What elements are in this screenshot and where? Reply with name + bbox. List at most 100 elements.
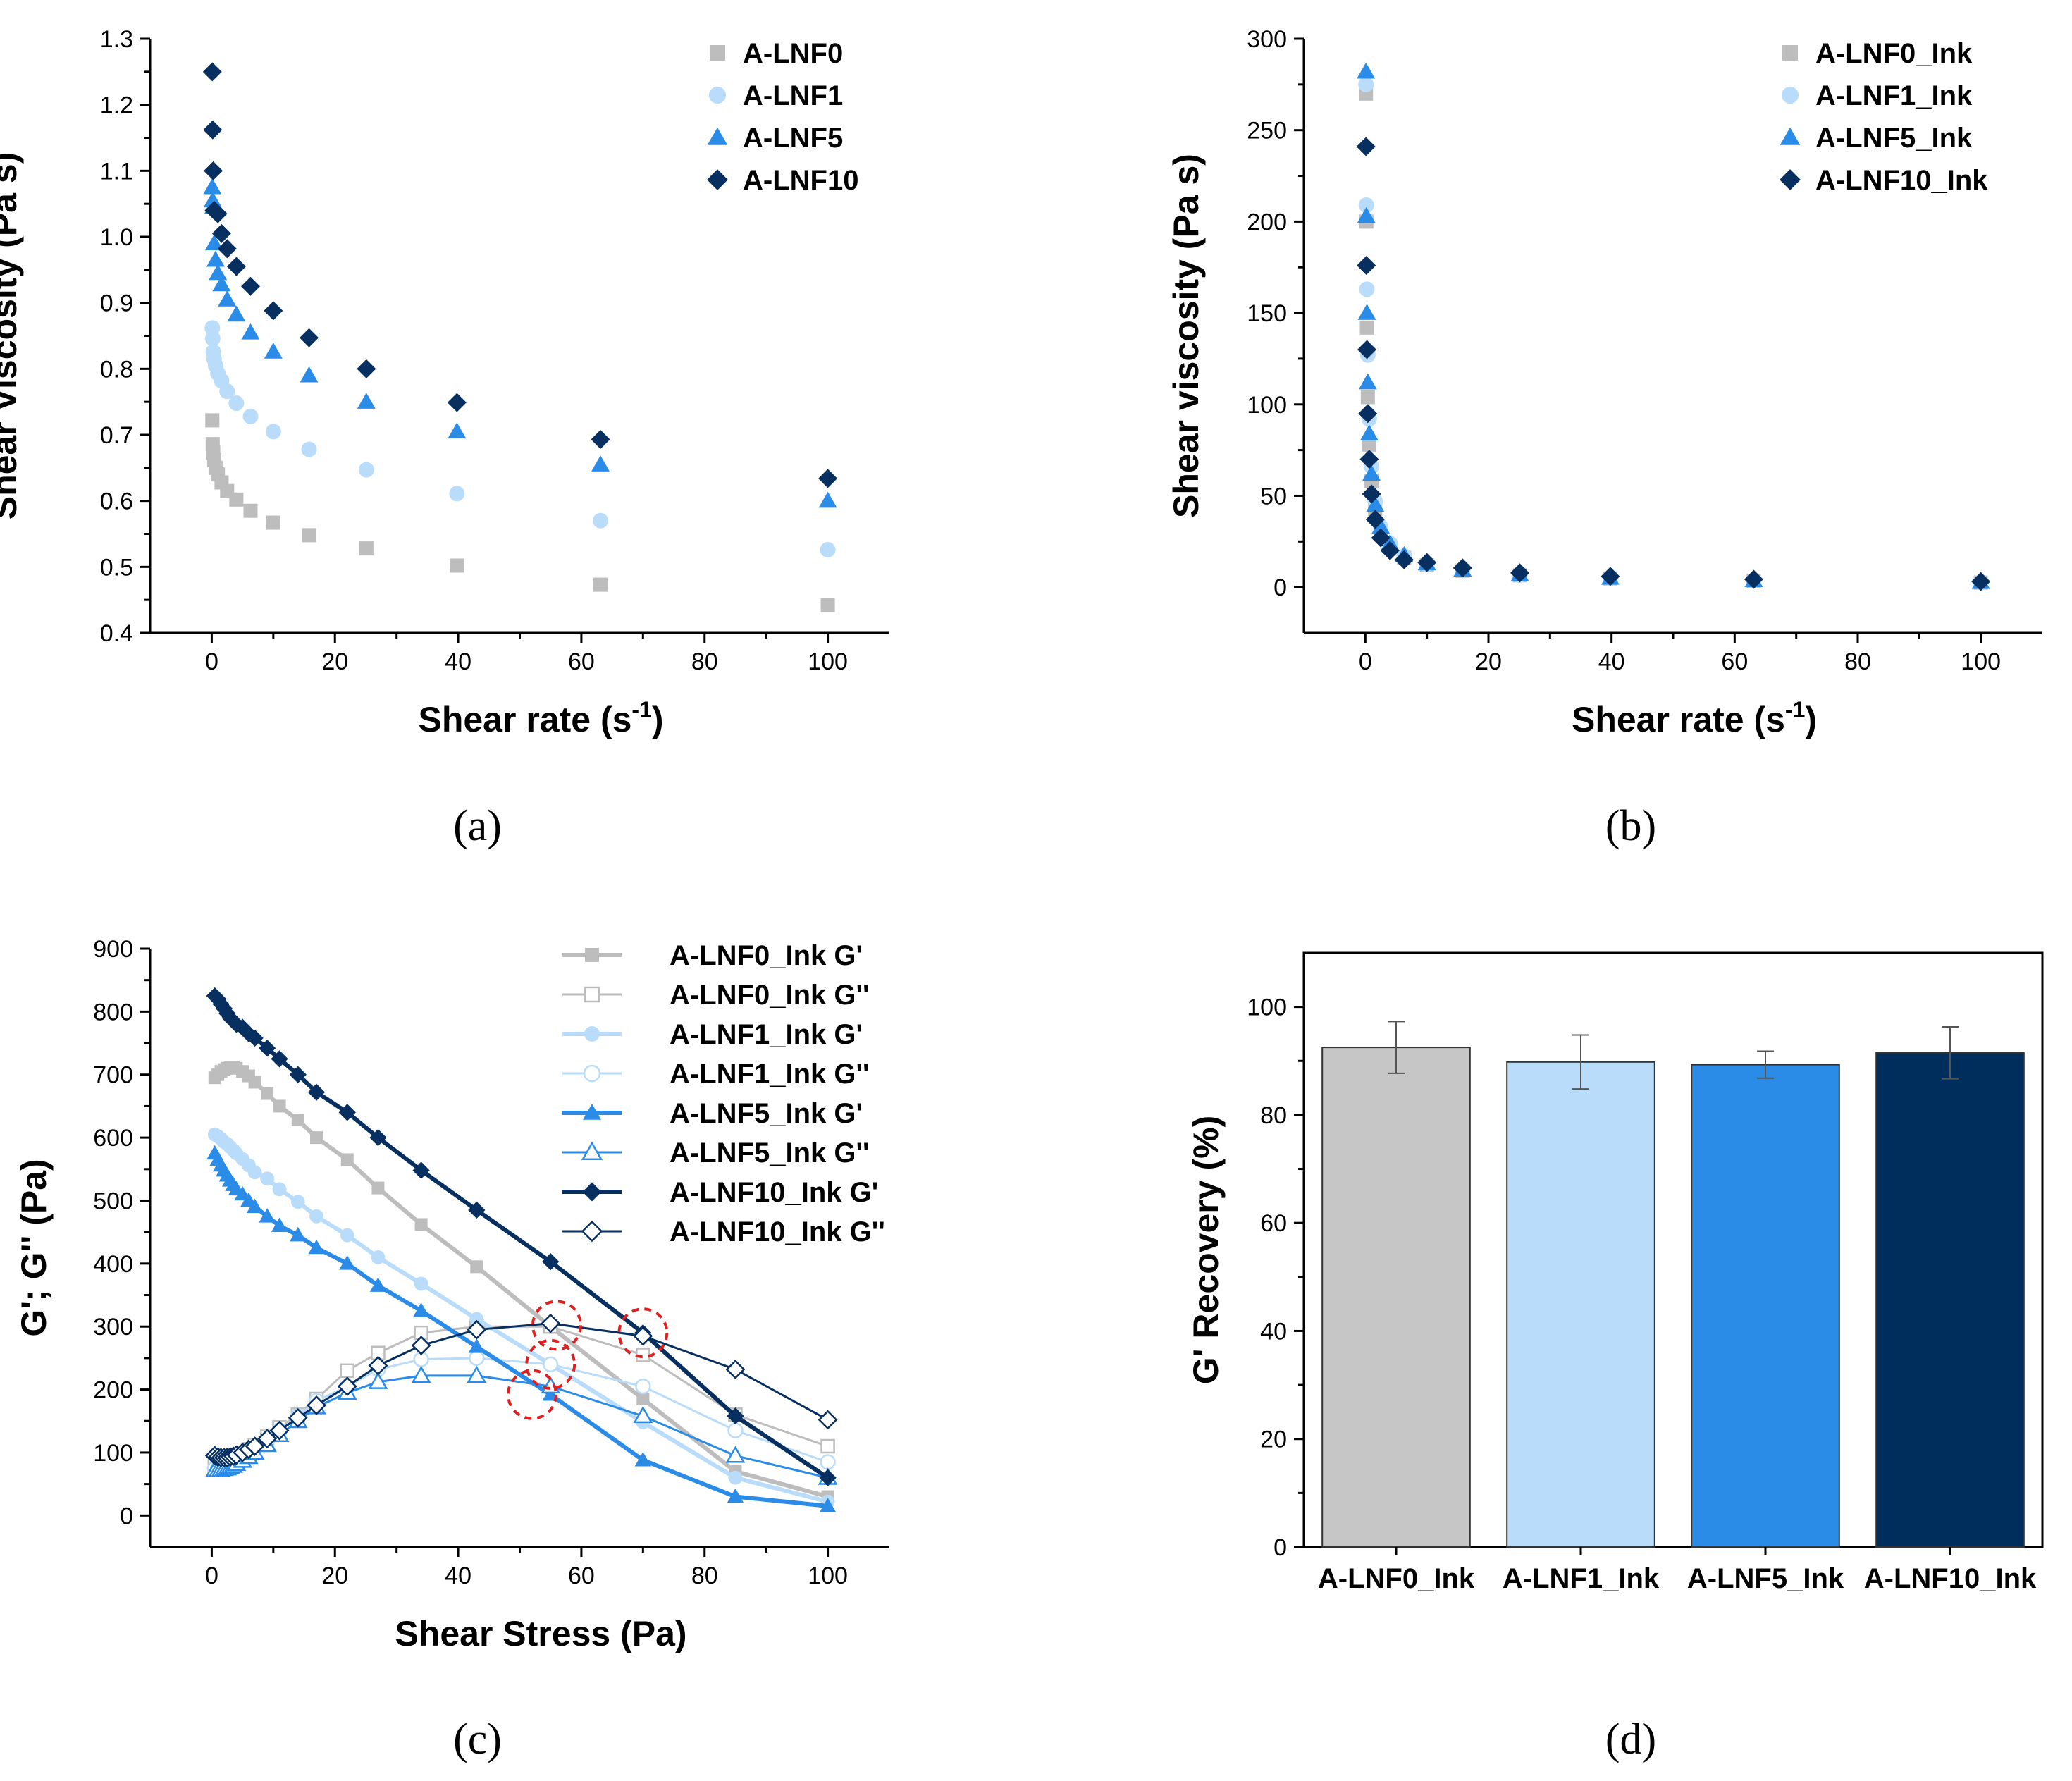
data-point xyxy=(240,1025,258,1042)
y-tick-label: 0.8 xyxy=(100,356,133,383)
legend-label: A-LNF10_Ink G' xyxy=(670,1177,878,1208)
y-tick-label: 0.6 xyxy=(100,488,133,515)
series-A-LNF0_Ink xyxy=(1359,86,1988,590)
series-A-LNF1_Ink xyxy=(1358,76,1989,591)
data-point xyxy=(301,441,317,457)
x-tick-label: 20 xyxy=(321,648,348,675)
y-tick-label: 0 xyxy=(1274,1534,1287,1561)
legend-marker xyxy=(1780,169,1801,190)
legend-entry: A-LNF10_Ink xyxy=(1780,165,1988,196)
series-A-LNF1_Ink G' xyxy=(207,1127,835,1509)
series-A-LNF0_Ink G'' xyxy=(207,1319,835,1473)
legend-label: A-LNF0_Ink G' xyxy=(670,940,863,971)
data-point xyxy=(359,541,374,556)
y-axis-label: Shear viscosity (Pa s) xyxy=(1166,154,1206,518)
y-tick-label: 300 xyxy=(93,1314,133,1341)
legend-entry: A-LNF1_Ink xyxy=(1781,80,1973,111)
y-tick-label: 20 xyxy=(1260,1426,1287,1453)
data-point xyxy=(357,393,376,409)
data-point xyxy=(206,250,225,267)
series-A-LNF10 xyxy=(202,62,838,488)
legend-entry: A-LNF10 xyxy=(707,165,858,196)
data-point xyxy=(1357,304,1376,320)
legend-entry: A-LNF0_Ink xyxy=(1782,38,1973,69)
data-point xyxy=(307,1395,326,1415)
data-point xyxy=(290,1226,307,1242)
data-point xyxy=(820,1438,835,1454)
legend-label: A-LNF0_Ink xyxy=(1815,38,1973,69)
data-point xyxy=(727,1488,744,1503)
y-axis-label: Shear Viscosity (Pa s) xyxy=(0,152,24,520)
data-point xyxy=(1362,437,1376,452)
series-A-LNF1 xyxy=(204,320,836,557)
panel-label: (c) xyxy=(453,1715,502,1763)
bar xyxy=(1506,1061,1655,1548)
data-point xyxy=(818,1410,838,1430)
series-A-LNF0 xyxy=(205,413,835,612)
data-point xyxy=(727,1407,744,1425)
data-point xyxy=(264,342,283,359)
data-point xyxy=(447,393,467,412)
data-point xyxy=(371,1250,386,1264)
data-point xyxy=(411,1365,431,1383)
x-tick-label: 0 xyxy=(1359,648,1372,675)
data-point xyxy=(414,1218,428,1231)
legend-label: A-LNF5_Ink G' xyxy=(670,1098,863,1129)
y-tick-label: 250 xyxy=(1247,118,1287,144)
data-point xyxy=(1394,550,1414,569)
y-tick-label: 600 xyxy=(93,1125,133,1152)
data-point xyxy=(273,1099,286,1113)
data-point xyxy=(467,1319,487,1340)
data-point xyxy=(1359,281,1375,297)
legend-label: A-LNF5_Ink G'' xyxy=(670,1138,870,1169)
data-point xyxy=(633,1405,653,1424)
data-point xyxy=(541,1313,561,1333)
data-point xyxy=(469,1350,485,1367)
y-axis-label: G' Recovery (%) xyxy=(1186,1116,1226,1384)
data-point xyxy=(1357,207,1376,223)
series-A-LNF5_Ink G' xyxy=(206,1145,837,1512)
legend-entry: A-LNF1_Ink G' xyxy=(562,1019,863,1050)
data-point xyxy=(300,366,319,383)
data-point xyxy=(1358,76,1374,92)
data-point xyxy=(412,1302,430,1317)
x-axis-label: Shear rate (s-1) xyxy=(418,697,663,739)
y-tick-label: 1.3 xyxy=(100,26,133,53)
data-point xyxy=(1359,450,1379,469)
data-point xyxy=(243,503,258,518)
data-point xyxy=(411,1336,431,1355)
data-point xyxy=(218,290,237,307)
data-point xyxy=(302,528,316,543)
data-point xyxy=(240,276,260,296)
x-tick-label: 80 xyxy=(691,1563,718,1589)
data-point xyxy=(202,62,222,82)
x-tick-label: 100 xyxy=(1961,648,2001,675)
data-point xyxy=(1380,541,1400,560)
panel-d-chart: 0 20 40 60 80 100 G' Recovery (%) (d) A-LNF0_Ink… xyxy=(1186,951,2044,1763)
data-point xyxy=(233,1018,252,1036)
data-point xyxy=(591,430,610,450)
x-tick-label: 100 xyxy=(808,648,848,675)
panel-c-chart: 0 20 40 60 80 100 0 100 200 300 400 500 600 700 800 900… xyxy=(14,936,889,1763)
data-point xyxy=(1362,484,1381,504)
y-tick-label: 0.5 xyxy=(100,554,133,581)
data-point xyxy=(542,1253,560,1271)
y-tick-label: 0 xyxy=(1274,574,1287,601)
y-tick-label: 150 xyxy=(1247,300,1287,327)
data-point xyxy=(818,469,838,488)
legend-marker xyxy=(707,127,728,145)
data-point xyxy=(449,486,465,502)
crossover-circle xyxy=(617,1307,669,1359)
data-point xyxy=(340,1363,354,1379)
y-tick-label: 700 xyxy=(93,1062,133,1089)
data-point xyxy=(260,1171,274,1186)
data-point xyxy=(219,383,235,400)
data-point xyxy=(259,1208,276,1223)
legend-label: A-LNF0 xyxy=(743,38,843,69)
y-tick-label: 0.4 xyxy=(100,620,133,647)
y-tick-label: 50 xyxy=(1260,483,1287,510)
y-tick-label: 300 xyxy=(1247,26,1287,53)
data-point xyxy=(247,1165,262,1180)
data-point xyxy=(246,1198,264,1214)
